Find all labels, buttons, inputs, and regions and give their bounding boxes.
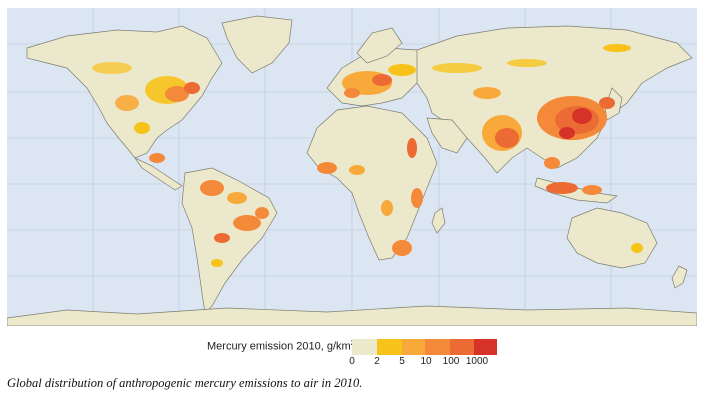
legend: Mercury emission 2010, g/km2 0 2 5 10 10… [0,332,701,372]
central-america [133,157,183,191]
legend-tick-3: 10 [420,356,432,367]
arabia [426,117,468,154]
south-america [181,167,278,314]
scandinavia [356,27,403,64]
antarctica [7,305,697,326]
new-zealand [671,265,688,289]
legend-swatch-2 [402,339,425,355]
emission-hotspots [92,44,643,267]
legend-title: Mercury emission 2010, g/km2 [207,340,355,353]
legend-tick-1: 2 [374,356,380,367]
legend-swatch-5 [474,339,497,355]
legend-title-text: Mercury emission 2010, g/km [207,340,351,353]
figure-caption: Global distribution of anthropogenic mer… [7,376,363,390]
legend-swatch-4 [450,339,474,355]
legend-tick-4: 100 [442,356,460,367]
legend-tick-0: 0 [349,356,355,367]
legend-swatch-1 [377,339,402,355]
legend-swatch-3 [425,339,450,355]
greenland [221,15,293,74]
africa [306,105,438,261]
world-map [7,8,697,326]
australia [566,207,658,269]
legend-tick-5: 1000 [465,356,489,367]
north-america [26,25,223,159]
map-svg [7,8,697,326]
madagascar [431,207,446,234]
legend-swatch-0 [352,339,377,355]
legend-tick-2: 5 [399,356,405,367]
